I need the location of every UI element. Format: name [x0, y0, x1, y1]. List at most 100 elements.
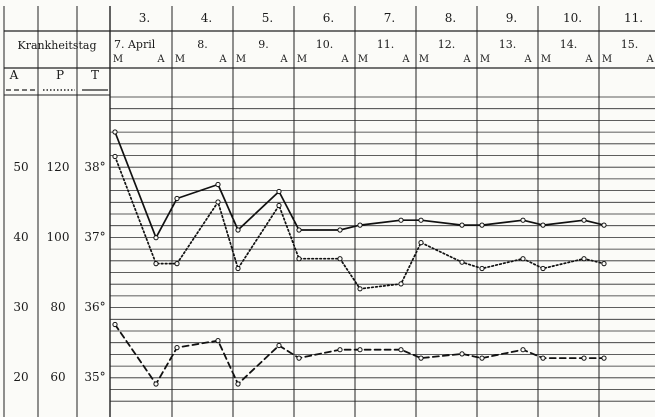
data-point-solid	[398, 217, 404, 223]
axis-value-a: 40	[13, 230, 28, 244]
data-point-dashed	[398, 347, 404, 353]
axis-value-p: 80	[50, 300, 65, 314]
data-point-dashed	[459, 351, 465, 357]
data-point-dotted	[276, 202, 282, 209]
illness-day-label: 10.	[563, 11, 582, 25]
axis-value-a: 50	[13, 160, 28, 174]
evening-label: A	[279, 54, 288, 65]
data-point-dotted	[581, 256, 587, 262]
illness-day-label: 7.	[384, 11, 395, 25]
date-label: 11.	[377, 38, 395, 51]
data-point-dashed	[296, 355, 302, 361]
axis-value-p: 60	[50, 370, 65, 384]
date-label: 8.	[197, 38, 208, 51]
corner-label: Krankheitstag	[18, 39, 97, 52]
date-label: 15.	[621, 38, 639, 51]
evening-label: A	[218, 54, 227, 65]
axis-value-p: 100	[47, 230, 70, 244]
data-point-dashed	[276, 342, 282, 349]
data-point-dashed	[418, 355, 424, 361]
evening-label: A	[156, 54, 165, 65]
date-label: 13.	[499, 38, 517, 51]
morning-label: M	[480, 54, 490, 65]
morning-label: M	[297, 54, 307, 65]
date-label: 14.	[560, 38, 578, 51]
data-point-solid	[153, 235, 159, 241]
data-point-dotted	[357, 286, 363, 292]
data-point-dashed	[215, 338, 221, 344]
illness-day-label: 11.	[624, 11, 643, 25]
data-point-dotted	[235, 265, 241, 272]
data-point-dashed	[357, 347, 363, 353]
axis-value-a: 30	[13, 300, 28, 314]
data-point-dotted	[337, 256, 343, 262]
axis-value-t: 35°	[84, 370, 105, 384]
data-point-solid	[479, 222, 485, 228]
column-label-p: P	[56, 68, 64, 82]
morning-label: M	[602, 54, 612, 65]
series-group	[112, 129, 607, 387]
date-label: 7. April	[114, 38, 156, 51]
illness-day-label: 6.	[323, 11, 334, 25]
data-point-dashed	[479, 355, 485, 361]
illness-day-label: 8.	[445, 11, 456, 25]
data-point-solid	[276, 188, 282, 195]
illness-day-label: 4.	[201, 11, 212, 25]
evening-label: A	[401, 54, 410, 65]
data-point-solid	[112, 129, 118, 135]
data-point-solid	[296, 227, 302, 233]
axis-value-t: 37°	[84, 230, 105, 244]
evening-label: A	[523, 54, 532, 65]
illness-day-label: 9.	[506, 11, 517, 25]
grid-lines	[3, 6, 655, 417]
series-line-solid	[114, 131, 605, 239]
data-point-dotted	[520, 256, 526, 262]
data-point-dashed	[581, 355, 587, 361]
data-point-dotted	[112, 153, 118, 160]
morning-label: M	[419, 54, 429, 65]
evening-label: A	[340, 54, 349, 65]
data-point-solid	[174, 195, 180, 202]
axis-value-p: 120	[47, 160, 70, 174]
data-point-dotted	[418, 240, 424, 246]
data-point-solid	[215, 181, 221, 188]
date-label: 10.	[316, 38, 334, 51]
data-point-dashed	[235, 381, 241, 387]
column-label-a: A	[9, 68, 19, 82]
evening-label: A	[645, 54, 654, 65]
axis-value-a: 20	[13, 370, 28, 384]
column-label-t: T	[91, 68, 99, 82]
morning-label: M	[541, 54, 551, 65]
data-point-dashed	[174, 345, 180, 351]
data-point-solid	[581, 217, 587, 223]
data-point-dotted	[174, 261, 180, 267]
data-point-dashed	[601, 355, 607, 361]
data-point-solid	[337, 227, 343, 233]
data-point-dotted	[459, 259, 465, 265]
morning-label: M	[236, 54, 246, 65]
data-point-dashed	[520, 347, 526, 353]
axis-value-t: 36°	[84, 300, 105, 314]
data-point-dotted	[296, 256, 302, 262]
morning-label: M	[175, 54, 185, 65]
data-point-solid	[520, 217, 526, 223]
data-point-dotted	[153, 261, 159, 267]
morning-label: M	[113, 54, 123, 65]
data-point-solid	[601, 222, 607, 228]
data-point-solid	[540, 222, 546, 228]
date-label: 12.	[438, 38, 456, 51]
data-point-dashed	[153, 381, 159, 387]
data-point-dashed	[337, 347, 343, 353]
data-point-dotted	[601, 261, 607, 267]
data-point-dotted	[398, 281, 404, 287]
data-point-solid	[357, 222, 363, 228]
data-point-solid	[459, 222, 465, 228]
axis-value-t: 38°	[84, 160, 105, 174]
data-point-dotted	[479, 265, 485, 272]
data-point-dotted	[540, 265, 546, 272]
evening-label: A	[584, 54, 593, 65]
data-point-dotted	[215, 199, 221, 205]
evening-label: A	[462, 54, 471, 65]
data-point-dashed	[540, 355, 546, 361]
